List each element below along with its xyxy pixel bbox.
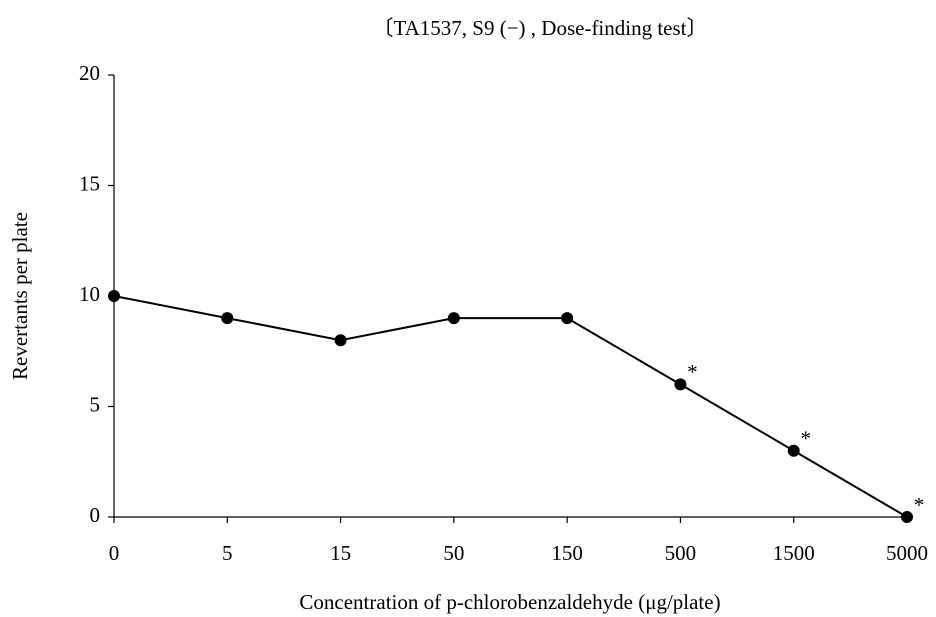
x-tick-label: 0 (109, 541, 120, 565)
data-point (561, 312, 574, 325)
data-point (787, 444, 800, 457)
x-tick-label: 50 (443, 541, 464, 565)
y-tick-label: 5 (90, 392, 101, 416)
y-axis-label: Revertants per plate (8, 212, 32, 380)
x-tick-label: 1500 (773, 541, 815, 565)
y-tick-label: 10 (79, 282, 100, 306)
significance-mark: * (687, 360, 698, 384)
x-tick-label: 5 (222, 541, 233, 565)
significance-mark: * (800, 427, 811, 451)
y-tick-label: 20 (79, 61, 100, 85)
data-point (447, 312, 460, 325)
significance-mark: * (914, 493, 925, 517)
data-point (108, 290, 120, 302)
x-tick-label: 15 (330, 541, 351, 565)
data-point (221, 312, 234, 325)
x-tick-label: 150 (551, 541, 583, 565)
data-point (901, 511, 913, 523)
x-tick-label: 500 (665, 541, 697, 565)
y-tick-label: 15 (79, 171, 100, 195)
data-point (674, 378, 687, 391)
x-axis-label: Concentration of p-chlorobenzaldehyde (μ… (299, 590, 720, 614)
chart-title: 〔TA1537, S9 (−) , Dose-finding test〕 (372, 16, 707, 40)
x-tick-label: 5000 (886, 541, 928, 565)
y-tick-label: 0 (90, 503, 101, 527)
data-line (113, 295, 908, 518)
data-point (334, 334, 347, 347)
